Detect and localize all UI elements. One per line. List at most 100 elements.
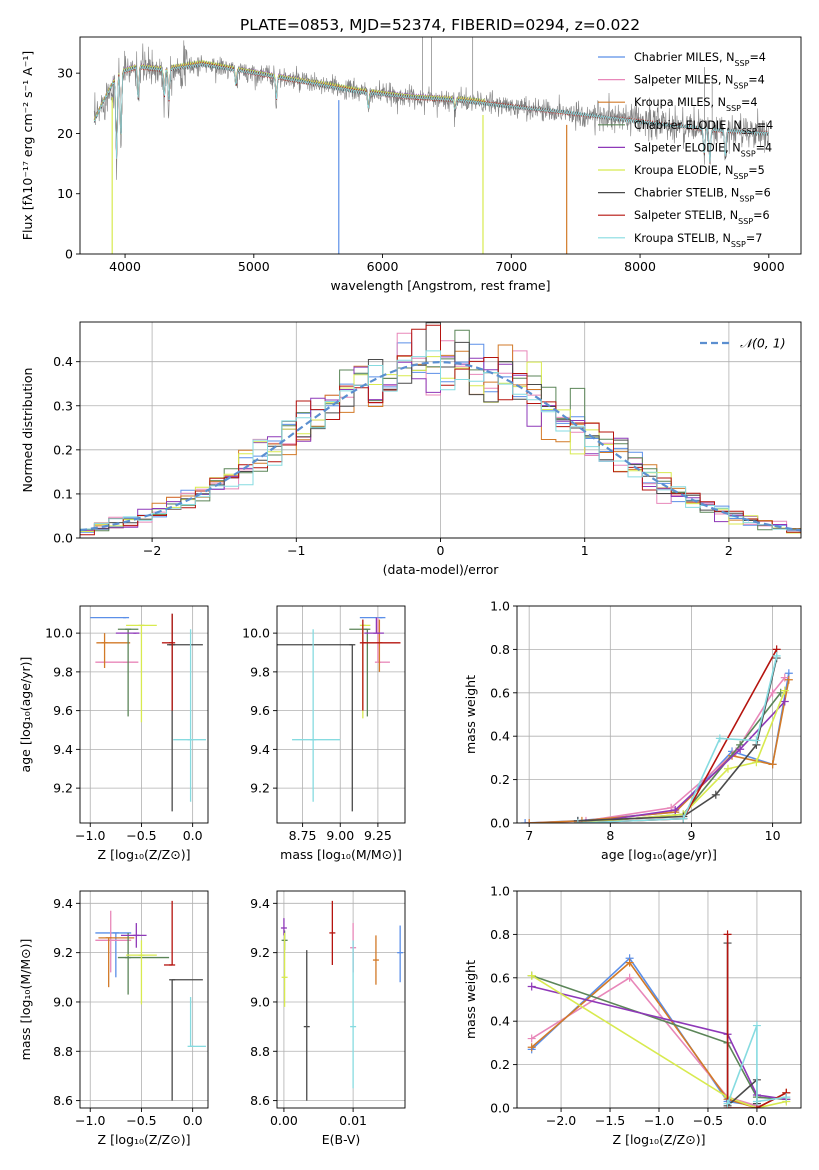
axes-frame (276, 605, 406, 824)
y-tick-label: 0.0 (490, 1101, 510, 1116)
axes-frame (276, 890, 406, 1109)
y-axis-label: Flux [fλ10⁻¹⁷ erg cm⁻² s⁻¹ A⁻¹] (20, 51, 35, 240)
x-tick-label: 0.0 (183, 1113, 203, 1128)
y-tick-label: 0.4 (490, 1014, 510, 1029)
mass-weight-line (577, 690, 786, 823)
legend-entry: Chabrier STELIB, NSSP=6 (634, 187, 771, 204)
y-tick-label: 0.6 (490, 685, 510, 700)
y-axis-label: age [log₁₀(age/yr)] (18, 657, 33, 773)
legend-entry: Salpeter STELIB, NSSP=6 (634, 209, 770, 226)
mass-weight-line (726, 1025, 787, 1104)
axes-frame (516, 605, 802, 824)
x-tick-label: 8.75 (289, 828, 317, 843)
y-tick-label: 10.0 (242, 626, 270, 641)
x-tick-label: 7 (525, 828, 533, 843)
mass-weight-marker (752, 1021, 761, 1030)
x-tick-label: 9.00 (326, 828, 354, 843)
y-tick-label: 9.4 (53, 742, 73, 757)
mass-weight-line (531, 976, 758, 1107)
chart-mass-vs-EBV: 0.00 0.01 8.6 8.8 9.0 9.2 9.4 E(B-V) (250, 890, 406, 1147)
chart-mass-vs-Z: −1.0 −0.5 0.0 8.6 8.8 9.0 9.2 9.4 Z [log₁₀(Z/Z⊙)… (18, 890, 209, 1147)
y-tick-label: 9.0 (53, 994, 73, 1009)
mass-weight-line (531, 957, 758, 1107)
x-tick-label: −1.0 (75, 1113, 105, 1128)
mass-weight-marker (723, 1099, 732, 1108)
x-tick-label: 8 (606, 828, 614, 843)
mass-weight-marker (527, 982, 536, 991)
mass-weight-marker (784, 675, 793, 684)
y-tick-label: 0.2 (490, 1057, 510, 1072)
x-tick-label: 0 (437, 543, 445, 558)
y-tick-label: 9.8 (250, 664, 270, 679)
mass-weight-marker (752, 736, 761, 745)
normal-reference-curve (80, 360, 801, 532)
mass-weight-marker (780, 697, 789, 706)
y-axis-label: mass [log₁₀(M/M⊙)] (18, 939, 33, 1061)
chart-residuals: 𝒩(0, 1) −2 −1 0 1 2 0.0 0.1 0.2 0.3 0.4 (data-model… (20, 321, 802, 577)
x-tick-label: −1 (287, 543, 305, 558)
mass-weight-marker (715, 734, 724, 743)
x-tick-label: 1 (581, 543, 589, 558)
x-tick-label: 9 (687, 828, 695, 843)
x-tick-label: −1.0 (644, 1113, 674, 1128)
mass-weight-marker (527, 971, 536, 980)
chart-spectrum: Chabrier MILES, NSSP=4 Salpeter MILES, NS… (20, 36, 802, 293)
y-tick-label: 9.6 (53, 703, 73, 718)
x-tick-label: 6000 (367, 259, 399, 274)
y-tick-label: 0.0 (53, 531, 73, 546)
mass-weight-line (726, 934, 787, 1108)
x-tick-label: −2 (143, 543, 161, 558)
y-tick-label: 8.8 (250, 1044, 270, 1059)
x-axis-label: wavelength [Angstrom, rest frame] (330, 278, 550, 293)
x-axis-label: Z [log₁₀(Z/Z⊙)] (613, 1132, 706, 1147)
x-axis-label: age [log₁₀(age/yr)] (601, 847, 717, 862)
y-tick-label: 8.8 (53, 1044, 73, 1059)
y-tick-label: 0.4 (53, 354, 73, 369)
x-tick-label: −1.0 (75, 828, 105, 843)
y-tick-label: 0.1 (53, 486, 73, 501)
y-tick-label: 9.8 (53, 664, 73, 679)
legend-entry: Salpeter ELODIE, NSSP=4 (634, 141, 772, 158)
x-tick-label: −0.5 (126, 828, 156, 843)
y-tick-label: 9.6 (250, 703, 270, 718)
residual-histogram-line (80, 350, 801, 532)
chart-mass-weight-vs-age: 7 8 9 10 0.0 0.2 0.4 0.6 0.8 1.0 age [log₁₀(age/yr… (463, 599, 802, 862)
y-tick-label: 0 (65, 247, 73, 262)
mass-weight-line (525, 673, 790, 823)
y-tick-label: 0.6 (490, 970, 510, 985)
mass-weight-marker (625, 958, 634, 967)
y-tick-label: 9.2 (250, 781, 270, 796)
y-axis-label: mass weight (463, 960, 478, 1039)
y-tick-label: 0.3 (53, 398, 73, 413)
x-tick-label: 2 (725, 543, 733, 558)
x-axis-label: E(B-V) (322, 1132, 361, 1147)
mass-weight-line (726, 943, 758, 1108)
y-tick-label: 0.4 (490, 729, 510, 744)
x-axis-label: (data-model)/error (383, 562, 500, 577)
y-tick-label: 9.4 (53, 896, 73, 911)
chart-age-vs-Z: −1.0 −0.5 0.0 9.2 9.4 9.6 9.8 10.0 Z [log₁₀(Z/Z⊙… (18, 605, 209, 862)
y-tick-label: 9.2 (53, 781, 73, 796)
y-tick-label: 0.0 (490, 816, 510, 831)
x-tick-label: 10 (765, 828, 781, 843)
x-axis-label: Z [log₁₀(Z/Z⊙)] (98, 1132, 191, 1147)
mass-weight-line (529, 679, 790, 823)
axes-frame (79, 605, 209, 824)
legend-entry: 𝒩(0, 1) (740, 336, 786, 351)
mass-weight-marker (752, 758, 761, 767)
mass-weight-marker (723, 764, 732, 773)
y-tick-label: 1.0 (490, 884, 510, 899)
y-tick-label: 9.4 (250, 896, 270, 911)
y-tick-label: 0.8 (490, 927, 510, 942)
chart-mass-weight-vs-Z: −2.0 −1.5 −1.0 −0.5 0.0 0.0 0.2 0.4 0.6 0.8 1.0 Z [… (463, 884, 802, 1147)
mass-weight-marker (671, 805, 680, 814)
axes-frame (79, 890, 209, 1109)
x-tick-label: 5000 (238, 259, 270, 274)
x-axis-label: mass [log₁₀(M/M⊙)] (280, 847, 402, 862)
mass-weight-marker (752, 1097, 761, 1106)
x-tick-label: −2.0 (546, 1113, 576, 1128)
mass-weight-marker (768, 688, 777, 697)
mass-weight-line (585, 700, 786, 823)
mass-weight-marker (782, 1093, 791, 1102)
